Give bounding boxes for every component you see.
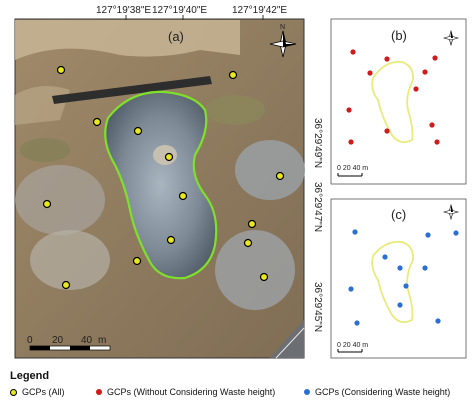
north-arrow-icon: N	[269, 24, 297, 58]
scale-bar-c-label: 0 20 40 m	[337, 342, 368, 349]
waste-mound	[215, 230, 295, 310]
gcp-point	[92, 117, 102, 127]
gcp-point	[166, 235, 176, 245]
waste-mound	[15, 165, 105, 235]
legend-item-with-waste: GCPs (Considering Waste height)	[304, 387, 450, 397]
gcp-point	[348, 286, 354, 292]
legend-label: GCPs (Without Considering Waste height)	[107, 387, 276, 397]
panel-c: (c) 0 20 40 m	[330, 198, 467, 359]
gcp-point	[367, 70, 373, 76]
legend-label: GCPs (Considering Waste height)	[315, 387, 451, 397]
panel-label-a: (a)	[168, 29, 184, 44]
panel-b-frame	[330, 18, 467, 185]
gcp-points-blue	[348, 229, 459, 326]
legend-item-all: GCPs (All)	[10, 387, 65, 397]
gcp-point	[453, 230, 459, 236]
gcp-point	[243, 238, 253, 248]
gcp-point	[397, 302, 403, 308]
gcp-point	[133, 126, 143, 136]
gcp-point	[350, 49, 356, 55]
waste-mound	[235, 140, 305, 200]
lon-label-3: 127°19'42"E	[232, 5, 287, 16]
scale-bar-a: 0 20 40 m	[27, 335, 111, 351]
gcp-points-all	[42, 65, 285, 290]
lon-label-2: 127°19'40"E	[152, 5, 207, 16]
scale-40: 40	[81, 335, 93, 346]
gcp-point	[384, 56, 390, 62]
gcp-point	[247, 219, 257, 229]
lon-label-1: 127°19'38"E	[96, 5, 151, 16]
highway	[270, 320, 304, 358]
aerial-image-panel	[14, 18, 305, 359]
scale-0: 0	[27, 335, 33, 346]
red-dot-icon	[96, 389, 102, 395]
lat-label-2: 36°29'47"N	[312, 182, 323, 232]
gcp-point	[434, 139, 440, 145]
highway-marking	[275, 327, 305, 359]
lat-label-1: 36°29'49"N	[312, 118, 323, 168]
landfill-pit	[105, 91, 217, 279]
panel-b: (b) 0 20 40 m	[330, 18, 467, 185]
gcp-point	[354, 320, 360, 326]
gcp-point	[422, 265, 428, 271]
gcp-point	[384, 128, 390, 134]
scale-20: 20	[52, 335, 64, 346]
gcp-point	[348, 139, 354, 145]
legend-title: Legend	[10, 370, 50, 382]
gcp-point	[397, 265, 403, 271]
gcp-point	[61, 280, 71, 290]
gcp-point	[422, 69, 428, 75]
lat-label-3: 36°29'45"N	[312, 282, 323, 332]
gcp-point	[132, 256, 142, 266]
waste-mound	[30, 230, 110, 290]
panel-label-b: (b)	[391, 28, 407, 43]
gcp-point	[259, 272, 269, 282]
north-arrow-icon	[442, 203, 460, 221]
gcp-point	[178, 191, 188, 201]
gcp-point	[346, 107, 352, 113]
gcp-point	[429, 122, 435, 128]
north-arrow-icon	[442, 29, 460, 47]
gcp-point	[164, 152, 174, 162]
gcp-point	[435, 318, 441, 324]
legend-label: GCPs (All)	[22, 387, 65, 397]
gcp-point	[425, 232, 431, 238]
landfill-boundary	[104, 90, 218, 280]
legend-item-without-waste: GCPs (Without Considering Waste height)	[96, 387, 275, 397]
gcp-point	[352, 229, 358, 235]
landfill-boundary-c	[371, 240, 414, 324]
gcp-point	[56, 65, 66, 75]
vegetation-patch	[20, 138, 70, 162]
yellow-dot-icon	[10, 388, 17, 396]
gcp-point	[403, 283, 409, 289]
gcp-point	[275, 171, 285, 181]
sandy-area	[15, 20, 240, 60]
gcp-point	[413, 86, 419, 92]
panel-label-c: (c)	[391, 207, 406, 222]
pit-light-area	[153, 145, 177, 165]
scale-bar-b-label: 0 20 40 m	[337, 165, 368, 172]
gcp-point	[382, 254, 388, 260]
gcp-point	[432, 55, 438, 61]
gcp-point	[42, 199, 52, 209]
gcp-points-red	[346, 49, 440, 145]
road-strip	[52, 76, 212, 104]
panel-c-frame	[330, 198, 467, 359]
vegetation-patch	[205, 95, 265, 125]
gcp-point	[228, 70, 238, 80]
scale-unit: m	[98, 335, 106, 346]
north-label: N	[280, 24, 285, 31]
landfill-boundary-b	[371, 60, 414, 144]
blue-dot-icon	[304, 389, 310, 395]
